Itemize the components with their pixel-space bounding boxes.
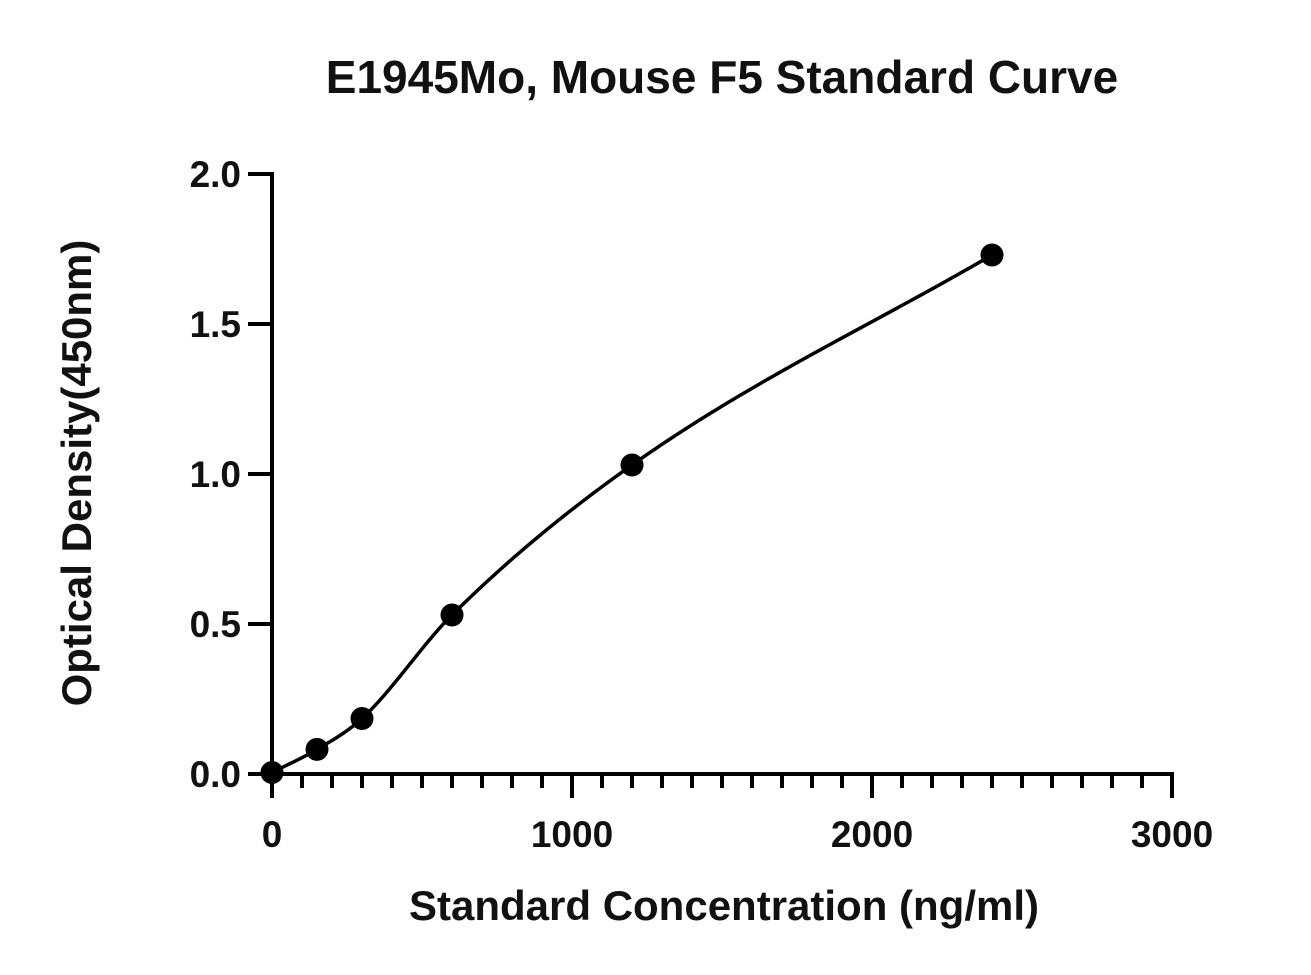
axes bbox=[270, 172, 1174, 776]
data-point bbox=[305, 737, 329, 761]
y-tick-label: 0.5 bbox=[190, 604, 241, 645]
x-tick-label: 3000 bbox=[1131, 814, 1213, 855]
y-axis-tick-labels: 0.0 0.5 1.0 1.5 2.0 bbox=[190, 154, 241, 795]
data-point bbox=[620, 453, 644, 477]
x-axis-tick-labels: 0 1000 2000 3000 bbox=[262, 814, 1213, 855]
data-points bbox=[260, 243, 1004, 784]
x-tick-label: 2000 bbox=[831, 814, 913, 855]
y-tick-label: 0.0 bbox=[190, 754, 241, 795]
data-point bbox=[350, 707, 374, 730]
y-axis-ticks bbox=[248, 172, 272, 776]
x-axis-ticks bbox=[270, 774, 1174, 798]
y-axis-label: Optical Density(450nm) bbox=[53, 240, 100, 707]
y-tick-label: 2.0 bbox=[190, 154, 241, 195]
x-tick-label: 1000 bbox=[531, 814, 613, 855]
fit-curve bbox=[271, 253, 993, 775]
data-point bbox=[440, 603, 464, 627]
x-axis-label: Standard Concentration (ng/ml) bbox=[409, 882, 1039, 929]
data-point bbox=[980, 243, 1004, 267]
x-tick-label: 0 bbox=[262, 814, 283, 855]
y-tick-label: 1.5 bbox=[190, 304, 241, 345]
y-tick-label: 1.0 bbox=[190, 454, 241, 495]
chart-title: E1945Mo, Mouse F5 Standard Curve bbox=[326, 51, 1118, 103]
data-point bbox=[260, 761, 284, 784]
